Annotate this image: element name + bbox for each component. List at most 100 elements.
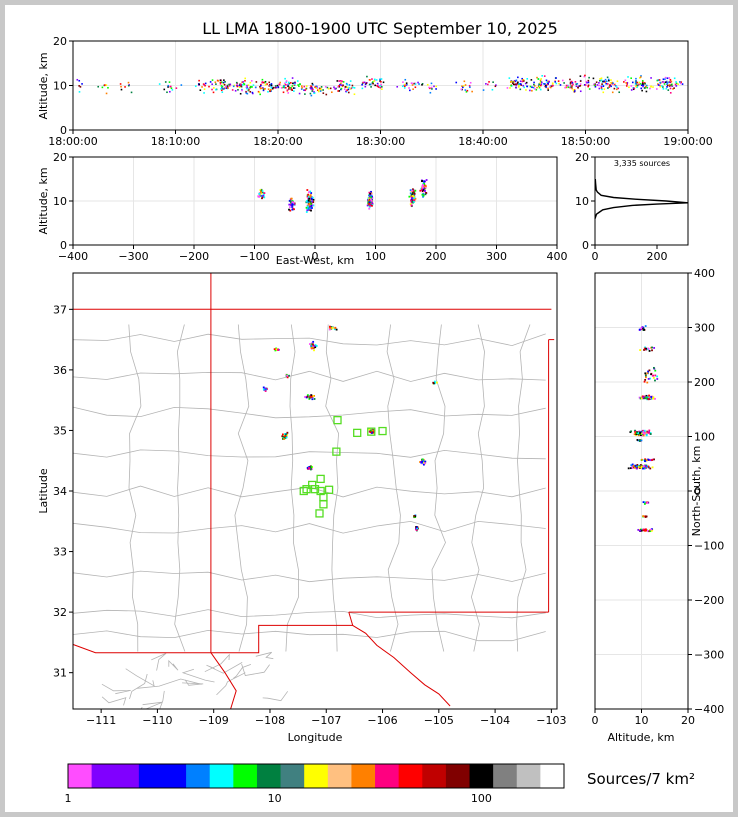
- map-ylabel: Latitude: [37, 468, 50, 514]
- ns-height-source: [656, 375, 659, 378]
- ns-height-source: [639, 397, 642, 400]
- ew-height-source: [422, 184, 424, 187]
- time-height-source: [672, 88, 674, 90]
- time-height-source: [167, 84, 170, 87]
- ew-height-source: [410, 195, 413, 198]
- time-height-source: [575, 85, 578, 88]
- time-height-source: [270, 84, 273, 87]
- ns-height-source: [652, 374, 655, 377]
- time-height-source: [366, 75, 368, 78]
- ew-height-source: [290, 202, 293, 205]
- ew-height-source: [310, 203, 312, 206]
- time-height-source: [241, 83, 243, 86]
- colorbar-cell: [138, 764, 163, 788]
- plan-view-source: [283, 435, 285, 438]
- time-height-source: [532, 86, 535, 89]
- ew-height-source: [368, 191, 371, 194]
- time-height-source: [105, 92, 108, 95]
- ew-height-source: [413, 189, 415, 192]
- time-height-source: [491, 88, 494, 91]
- time-height-source: [158, 83, 161, 85]
- time-height-source: [646, 86, 649, 89]
- plan-view-source: [315, 345, 318, 347]
- ns-height-source: [649, 432, 652, 434]
- time-height-source: [600, 87, 603, 89]
- time-height-source: [485, 83, 487, 85]
- time-height-source: [223, 83, 226, 86]
- time-height-source: [663, 81, 665, 84]
- plan-view-source: [309, 395, 312, 398]
- ew-height-source: [424, 190, 426, 192]
- time-height-source: [593, 83, 595, 86]
- histogram-tick-label: 200: [647, 250, 668, 263]
- ew-height-source: [258, 192, 261, 195]
- time-height-source: [579, 90, 582, 93]
- time-height-source: [105, 84, 108, 86]
- ew-height-source: [412, 200, 415, 203]
- time-height-source: [614, 84, 617, 87]
- ns-height-source: [643, 503, 646, 505]
- time-height-source: [315, 85, 318, 88]
- ew-height-source: [408, 195, 411, 198]
- time-height-source: [292, 82, 294, 85]
- time-height-source: [538, 83, 541, 85]
- time-height-source: [543, 75, 546, 77]
- time-height-source: [166, 91, 168, 94]
- ns-height-source: [646, 502, 649, 504]
- lma-stations: [299, 415, 387, 518]
- ns-height-source: [651, 459, 654, 461]
- time-height-source: [641, 81, 644, 84]
- plan-view-source: [331, 326, 334, 329]
- ns-height-source: [654, 379, 656, 382]
- time-height-source: [571, 82, 574, 84]
- ns-height-source: [651, 528, 653, 530]
- ns-height-source: [631, 464, 634, 467]
- time-height-source: [171, 89, 174, 91]
- ew-height-source: [309, 205, 311, 208]
- time-height-source: [346, 83, 349, 86]
- time-height-source: [350, 87, 352, 90]
- time-height-source: [239, 83, 242, 86]
- time-height-source: [294, 83, 296, 86]
- map-xlabel: Longitude: [288, 731, 343, 744]
- time-height-source: [169, 90, 171, 93]
- time-height-source: [264, 81, 266, 84]
- ew-height-source: [260, 192, 263, 195]
- time-height-source: [237, 89, 239, 91]
- time-height-source: [264, 80, 267, 83]
- ns-height-ylabel: North-South, km: [690, 446, 703, 537]
- time-height-source: [280, 87, 283, 89]
- time-height-source: [245, 87, 248, 90]
- ns-height-source: [654, 369, 657, 372]
- time-height-source: [635, 85, 637, 88]
- time-height-source: [546, 83, 549, 86]
- time-height-source: [515, 79, 518, 82]
- time-height-source: [658, 79, 661, 81]
- longitude-tick-label: −107: [311, 714, 341, 727]
- plan-view-source: [424, 462, 426, 465]
- time-height-source: [587, 84, 590, 87]
- time-height-source: [269, 84, 272, 87]
- ns-tick-label: −200: [694, 594, 724, 607]
- plan-view-source: [310, 465, 313, 468]
- time-height-source: [319, 90, 322, 92]
- longitude-tick-label: −106: [367, 714, 397, 727]
- ew-height-source: [411, 193, 414, 196]
- ns-height-source: [637, 466, 640, 468]
- ns-height-source: [641, 458, 643, 461]
- time-height-source: [211, 83, 213, 86]
- time-height-source: [211, 88, 213, 91]
- ns-height-source: [645, 529, 647, 532]
- time-height-source: [673, 87, 675, 89]
- time-height-source: [372, 81, 374, 83]
- time-height-source: [429, 91, 432, 94]
- time-height-source: [78, 85, 80, 87]
- time-height-source: [639, 76, 642, 78]
- time-height-source: [344, 86, 347, 88]
- time-height-source: [586, 81, 588, 84]
- plan-view-source: [372, 432, 375, 434]
- time-height-source: [304, 89, 307, 92]
- time-height-source: [361, 83, 363, 86]
- time-height-source: [270, 87, 273, 89]
- time-height-source: [631, 81, 634, 84]
